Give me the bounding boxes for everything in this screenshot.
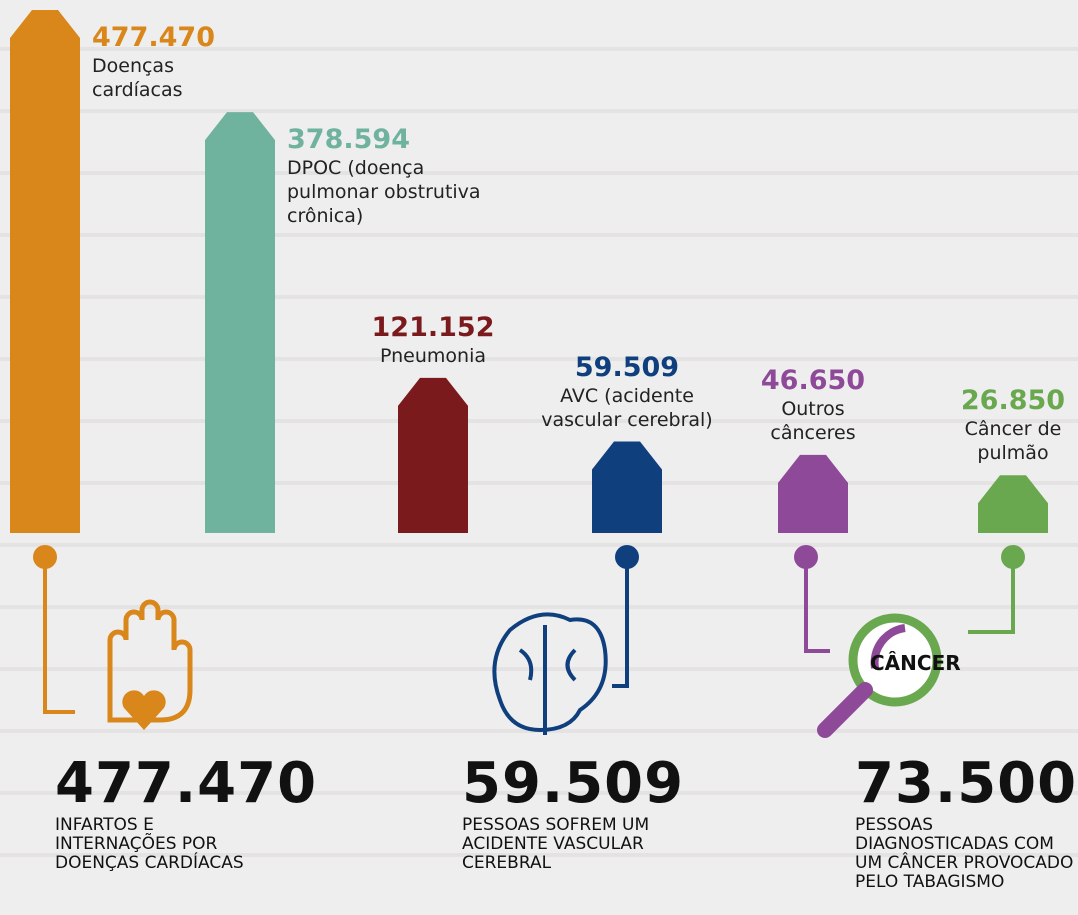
connector [612,557,629,688]
bar-label: 59.509 AVC (acidente vascular cerebral) [527,352,727,432]
category-label: AVC (acidente vascular cerebral) [541,384,713,431]
category-label: DPOC (doença pulmonar obstrutiva crônica… [287,157,481,228]
magnifier-icon: CÂNCER [817,613,961,738]
category-label: Pneumonia [380,344,486,367]
bar [398,377,468,533]
connector-dot [615,545,639,569]
value-label: 477.470 [92,22,215,53]
highlight: 477.470 INFARTOS E INTERNAÇÕES POR DOENÇA… [55,751,318,873]
highlight-text: PESSOAS SOFREM UM ACIDENTE VASCULAR CERE… [462,815,650,873]
bar-label: 26.850 Câncer de pulmão [948,385,1078,465]
connector [804,557,830,653]
value-label: 59.509 [574,351,680,383]
category-label: Câncer de pulmão [964,418,1062,465]
highlight-text: PESSOAS DIAGNOSTICADAS COM UM CÂNCER PRO… [855,815,1074,892]
value-label: 378.594 [287,124,410,156]
bar [592,441,662,533]
highlight-value: 477.470 [55,751,318,816]
bar-label: 477.470 Doenças cardíacas [92,22,232,102]
category-label: Outros cânceres [770,397,856,444]
icon-text: CÂNCER [870,651,961,675]
connector [43,557,75,714]
brain-icon [492,612,608,735]
bar [778,454,848,533]
highlight-text: INFARTOS E INTERNAÇÕES POR DOENÇAS CARDÍ… [55,815,244,873]
value-label: 46.650 [760,364,866,396]
bar-label: 378.594 DPOC (doença pulmonar obstrutiva … [287,124,517,228]
heart-icon [122,690,166,730]
bar-label: 46.650 Outros cânceres [753,365,873,445]
value-label: 26.850 [960,385,1066,417]
highlight: 59.509 PESSOAS SOFREM UM ACIDENTE VASCULA… [462,752,772,873]
bar [978,475,1048,533]
bar [10,10,80,533]
hand-icon [107,599,193,723]
connector-dot [1001,545,1025,569]
connector-dot [33,545,57,569]
category-label: Doenças cardíacas [92,55,183,101]
highlight: 73.500 PESSOAS DIAGNOSTICADAS COM UM CÂNC… [855,752,1078,892]
highlight-value: 73.500 [855,751,1078,816]
highlight-value: 59.509 [462,751,685,816]
bar-label: 121.152 Pneumonia [358,312,508,368]
bar [205,112,275,533]
connector-dot [794,545,818,569]
connector [968,557,1015,634]
value-label: 121.152 [371,311,495,343]
